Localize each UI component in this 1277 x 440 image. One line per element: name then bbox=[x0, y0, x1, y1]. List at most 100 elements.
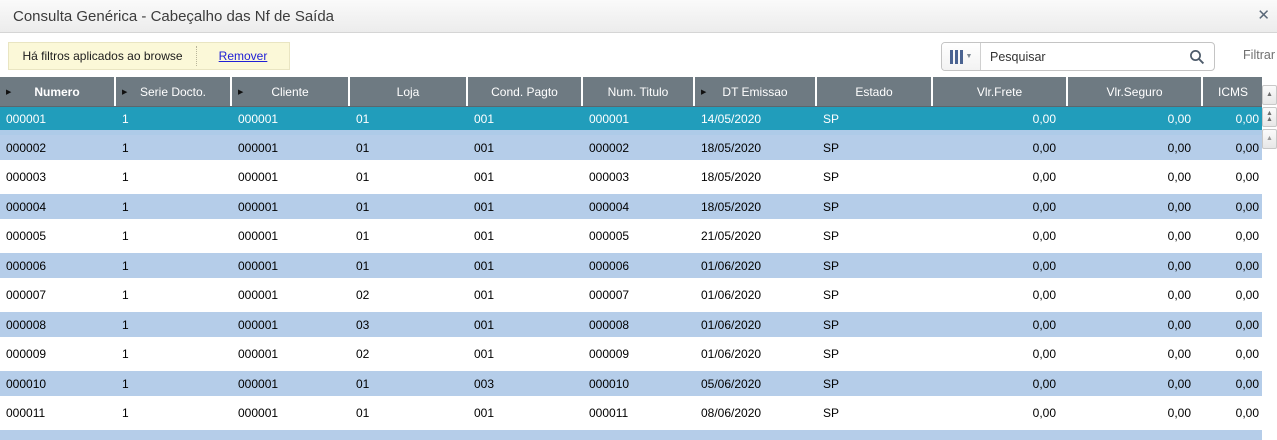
column-selector-button[interactable]: ▼ bbox=[942, 43, 981, 70]
header-cell[interactable]: Vlr.Frete bbox=[933, 77, 1068, 106]
table-cell: 000011 bbox=[589, 406, 629, 420]
table-cell: 0,00 bbox=[1032, 347, 1056, 361]
table-cell: 01/06/2020 bbox=[701, 317, 762, 332]
grid-rows: 000001 1 000001 01 001 000001 14/05/2020 SP 0,00… bbox=[0, 107, 1262, 440]
table-cell: 1 bbox=[122, 288, 129, 302]
table-cell: 05/06/2020 bbox=[701, 376, 762, 391]
remove-filters-link[interactable]: Remover bbox=[218, 49, 268, 63]
table-cell: SP bbox=[823, 111, 840, 126]
table-row[interactable]: 000003 1 000001 01 001 000003 18/05/2020 SP 0,00… bbox=[0, 164, 1262, 190]
table-cell: 08/06/2020 bbox=[701, 406, 762, 420]
table-cell bbox=[350, 430, 468, 440]
table-cell: 0,00 bbox=[1167, 317, 1191, 332]
table-cell: 0,00 bbox=[1235, 229, 1259, 243]
table-row[interactable]: 000007 1 000001 02 001 000007 01/06/2020 SP 0,00… bbox=[0, 282, 1262, 308]
table-cell: SP bbox=[823, 406, 840, 420]
table-cell: 02 bbox=[356, 288, 370, 302]
table-cell: 000001 bbox=[238, 406, 279, 420]
table-row[interactable]: 000010 1 000001 01 003 000010 05/06/2020 SP 0,00… bbox=[0, 371, 1262, 396]
header-cell[interactable]: ▶ Serie Docto. bbox=[116, 77, 232, 106]
table-cell: 1 bbox=[122, 258, 129, 273]
arrow-up-icon: ▲ bbox=[1266, 91, 1273, 98]
table-cell: 000004 bbox=[6, 199, 47, 214]
scroll-up-button[interactable]: ▲ bbox=[1262, 85, 1277, 105]
table-cell: 001 bbox=[474, 229, 495, 243]
table-row[interactable]: 000005 1 000001 01 001 000005 21/05/2020 SP 0,00… bbox=[0, 223, 1262, 249]
header-label: Numero bbox=[34, 84, 80, 99]
header-cell[interactable]: Loja bbox=[350, 77, 468, 106]
table-cell: 0,00 bbox=[1235, 111, 1259, 126]
filter-notice-text: Há filtros aplicados ao browse bbox=[22, 49, 183, 63]
data-grid: ▶ Numero ▶ Serie Docto. ▶ Cliente Loja Cond. Pa… bbox=[0, 77, 1262, 440]
arrow-up-icon: ▲ bbox=[1266, 110, 1273, 117]
search-input[interactable] bbox=[981, 49, 1189, 64]
table-cell: 0,00 bbox=[1235, 288, 1259, 302]
table-cell: 21/05/2020 bbox=[701, 229, 762, 243]
table-cell: 0,00 bbox=[1032, 258, 1056, 273]
sort-arrow-icon: ▶ bbox=[701, 88, 707, 96]
table-cell: 01 bbox=[356, 111, 370, 126]
table-cell: 000001 bbox=[238, 317, 279, 332]
header-cell[interactable]: Num. Titulo bbox=[583, 77, 695, 106]
table-cell: 000001 bbox=[238, 229, 279, 243]
table-cell: 0,00 bbox=[1032, 376, 1056, 391]
table-cell: 01/06/2020 bbox=[701, 258, 762, 273]
table-cell: 003 bbox=[474, 376, 495, 391]
table-cell: 01 bbox=[356, 258, 370, 273]
table-cell: 001 bbox=[474, 406, 495, 420]
filter-button[interactable]: Filtrar bbox=[1243, 48, 1275, 62]
close-icon[interactable]: ✕ bbox=[1257, 7, 1270, 24]
table-cell: 001 bbox=[474, 347, 495, 361]
scroll-page-up-button[interactable]: ▲ ▲ bbox=[1262, 107, 1277, 127]
header-cell[interactable]: Cond. Pagto bbox=[468, 77, 583, 106]
toolbar: Há filtros aplicados ao browse Remover ▼… bbox=[0, 34, 1277, 77]
table-cell: 0,00 bbox=[1235, 406, 1259, 420]
table-cell: 0,00 bbox=[1235, 258, 1259, 273]
header-cell[interactable]: Estado bbox=[817, 77, 933, 106]
table-cell: 1 bbox=[122, 111, 129, 126]
header-cell[interactable]: ▶ Numero bbox=[0, 77, 116, 106]
table-cell: 000003 bbox=[6, 170, 47, 184]
table-cell: 18/05/2020 bbox=[701, 199, 762, 214]
sort-arrow-icon: ▶ bbox=[6, 88, 12, 96]
table-row[interactable]: 000011 1 000001 01 001 000011 08/06/2020 SP 0,00… bbox=[0, 400, 1262, 426]
search-icon[interactable] bbox=[1189, 49, 1205, 65]
table-row[interactable]: 000004 1 000001 01 001 000004 18/05/2020 SP 0,00… bbox=[0, 194, 1262, 219]
dotted-divider bbox=[196, 46, 197, 66]
table-cell: 0,00 bbox=[1167, 229, 1191, 243]
table-row[interactable] bbox=[0, 430, 1262, 440]
table-cell: 0,00 bbox=[1167, 170, 1191, 184]
table-cell: SP bbox=[823, 199, 840, 214]
table-cell: 001 bbox=[474, 199, 495, 214]
header-cell[interactable]: Vlr.Seguro bbox=[1068, 77, 1203, 106]
table-row[interactable]: 000002 1 000001 01 001 000002 18/05/2020 SP 0,00… bbox=[0, 135, 1262, 160]
table-row[interactable]: 000006 1 000001 01 001 000006 01/06/2020 SP 0,00… bbox=[0, 253, 1262, 278]
header-cell[interactable]: ▶ DT Emissao bbox=[695, 77, 817, 106]
table-row[interactable]: 000009 1 000001 02 001 000009 01/06/2020 SP 0,00… bbox=[0, 341, 1262, 367]
vertical-scrollbar[interactable]: ▲ ▲ ▲ ▲ bbox=[1262, 77, 1277, 440]
table-row[interactable]: 000008 1 000001 03 001 000008 01/06/2020 SP 0,00… bbox=[0, 312, 1262, 337]
table-cell: 000001 bbox=[238, 170, 279, 184]
table-cell: 000001 bbox=[589, 111, 630, 126]
table-cell: 0,00 bbox=[1235, 376, 1259, 391]
table-cell: 000004 bbox=[589, 199, 630, 214]
table-cell: 14/05/2020 bbox=[701, 111, 762, 126]
header-cell[interactable]: ▶ Cliente bbox=[232, 77, 350, 106]
scroll-line-up-button[interactable]: ▲ bbox=[1262, 129, 1277, 149]
header-label: Estado bbox=[855, 84, 893, 99]
filter-notice-box: Há filtros aplicados ao browse Remover bbox=[8, 42, 290, 70]
table-cell: 000010 bbox=[6, 376, 47, 391]
header-cell[interactable]: ICMS bbox=[1203, 77, 1262, 106]
header-label: Loja bbox=[396, 84, 420, 99]
table-cell: 000001 bbox=[238, 140, 279, 155]
table-cell: 0,00 bbox=[1167, 111, 1191, 126]
table-row[interactable]: 000001 1 000001 01 001 000001 14/05/2020 SP 0,00… bbox=[0, 107, 1262, 135]
table-cell: SP bbox=[823, 258, 840, 273]
header-label: DT Emissao bbox=[722, 84, 788, 99]
table-cell: 1 bbox=[122, 170, 129, 184]
columns-icon bbox=[949, 49, 963, 64]
table-cell: 0,00 bbox=[1235, 170, 1259, 184]
page-title: Consulta Genérica - Cabeçalho das Nf de … bbox=[13, 8, 335, 25]
table-cell bbox=[695, 430, 817, 440]
